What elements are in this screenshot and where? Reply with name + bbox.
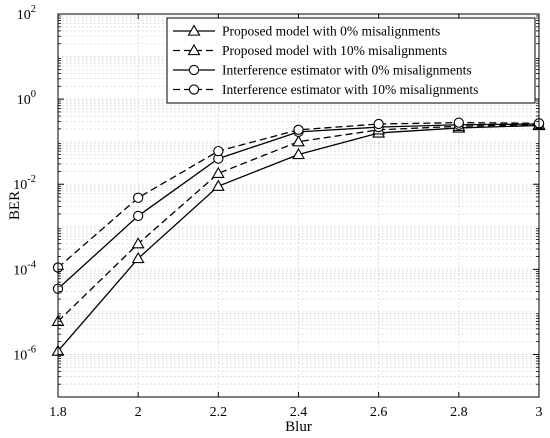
legend-entry: Interference estimator with 0% misalignm…: [173, 63, 472, 78]
legend-label: Proposed model with 10% misalignments: [222, 43, 447, 58]
series-4: [52, 117, 545, 273]
circle-marker: [188, 64, 200, 76]
legend-entry: Proposed model with 0% misalignments: [173, 24, 440, 39]
legend-sample: [173, 84, 215, 95]
x-axis-label: Blur: [285, 419, 312, 435]
legend-label: Interference estimator with 10% misalign…: [222, 82, 478, 97]
y-tick-label: 100: [17, 89, 36, 108]
legend-sample: [173, 24, 215, 36]
y-axis-label: BER: [7, 191, 23, 220]
legend-label: Interference estimator with 0% misalignm…: [222, 63, 472, 78]
circle-marker: [133, 210, 144, 222]
circle-marker: [293, 124, 304, 135]
circle-marker: [373, 118, 384, 130]
triangle-marker: [211, 166, 225, 179]
legend-sample: [173, 64, 215, 76]
y-tick-label: 10-6: [13, 344, 36, 363]
triangle-marker: [187, 43, 201, 56]
circle-marker: [213, 145, 224, 157]
y-tick-label: 102: [17, 4, 36, 23]
x-tick-label: 2.6: [370, 405, 388, 420]
legend-entry: Interference estimator with 10% misalign…: [173, 82, 478, 97]
x-tick-label: 3: [536, 405, 543, 420]
y-tick-label: 10-2: [13, 174, 36, 193]
legend-entry: Proposed model with 10% misalignments: [173, 43, 447, 58]
x-tick-label: 2.2: [210, 405, 228, 420]
legend-box: [166, 17, 536, 104]
triangle-marker: [292, 147, 305, 160]
triangle-marker: [187, 24, 201, 36]
axis-ticks: 1.8 2 2.2 2.4 2.6 2.8 3 10-6 10-4 10-2 100 102: [13, 4, 542, 420]
triangle-marker: [131, 237, 145, 249]
circle-marker: [188, 84, 200, 95]
triangle-marker: [131, 251, 145, 264]
x-tick-label: 1.8: [49, 405, 67, 420]
x-tick-label: 2: [135, 405, 142, 420]
y-tick-label: 10-4: [13, 259, 36, 278]
x-tick-label: 2.8: [450, 405, 468, 420]
legend-sample: [173, 43, 215, 56]
triangle-marker: [292, 135, 305, 147]
circle-marker: [133, 192, 144, 203]
series-layer: [51, 117, 546, 356]
legend: Proposed model with 0% misalignments Pro…: [166, 17, 536, 104]
x-tick-label: 2.4: [290, 405, 308, 420]
circle-marker: [453, 117, 464, 128]
triangle-marker: [211, 179, 225, 191]
legend-label: Proposed model with 0% misalignments: [222, 24, 440, 39]
